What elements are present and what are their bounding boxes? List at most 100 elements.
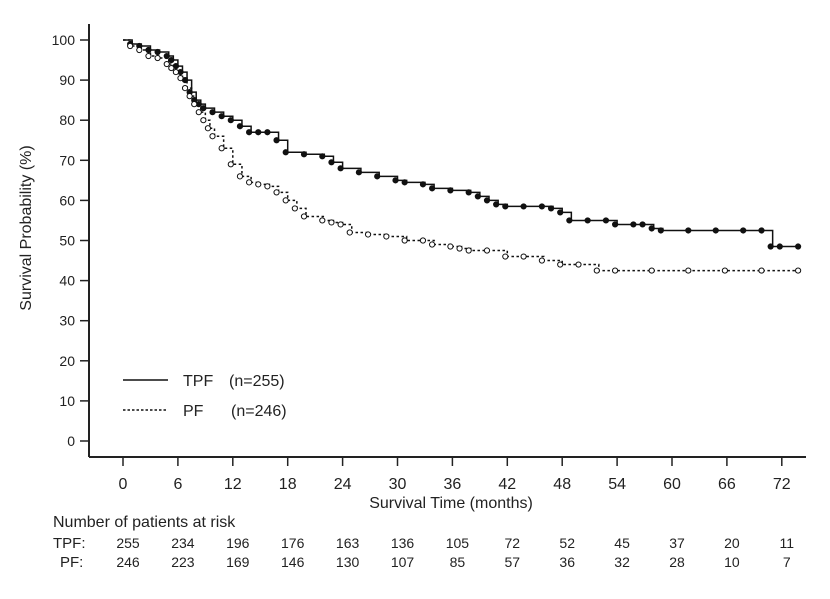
y-tick-label: 90 [59, 72, 75, 88]
risk-value: 72 [505, 535, 521, 551]
censor-mark-tpf [639, 221, 646, 228]
x-tick-label: 36 [444, 476, 462, 493]
censor-mark-pf [319, 217, 326, 224]
risk-row-label: PF: [60, 554, 83, 571]
censor-mark-pf [200, 117, 207, 124]
risk-value: 136 [391, 535, 415, 551]
censor-mark-tpf [502, 203, 509, 210]
y-tick-label: 60 [59, 192, 75, 208]
censor-mark-tpf [795, 243, 802, 250]
censor-mark-pf [300, 213, 308, 220]
censor-mark-pf [538, 257, 546, 264]
censor-mark-tpf [246, 129, 253, 136]
risk-value: 255 [116, 535, 140, 551]
axes [88, 24, 806, 458]
legend-label-pf: PF [183, 403, 204, 420]
censor-mark-tpf [392, 177, 399, 184]
censor-mark-pf [127, 42, 134, 50]
x-axis-ticks: 0 6 12 18 24 30 36 42 48 54 60 66 72 [119, 457, 791, 493]
y-tick-label: 0 [67, 433, 75, 449]
x-tick-label: 54 [608, 476, 626, 493]
censor-mark-pf [264, 183, 271, 190]
risk-value: 52 [559, 535, 575, 551]
censor-mark-tpf [200, 105, 207, 112]
censor-mark-pf [575, 261, 582, 268]
censor-mark-pf [483, 247, 491, 254]
censor-mark-pf [685, 267, 692, 274]
y-axis-title: Survival Probability (%) [18, 145, 35, 310]
censor-mark-tpf [547, 205, 555, 212]
censor-mark-pf [593, 267, 600, 274]
censor-mark-tpf [227, 117, 234, 124]
risk-table: Number of patients at risk TPF: 255 234 196… [53, 514, 794, 571]
censor-mark-pf [209, 133, 216, 140]
censor-mark-tpf [685, 227, 692, 234]
censor-mark-tpf [566, 217, 573, 224]
risk-value: 45 [614, 535, 630, 551]
censor-mark-tpf [740, 227, 747, 234]
censor-mark-pf [456, 245, 463, 252]
censor-mark-tpf [419, 181, 427, 188]
x-tick-label: 48 [553, 476, 571, 493]
censor-mark-tpf [474, 193, 481, 200]
censor-mark-pf [195, 109, 202, 116]
censor-mark-pf [172, 68, 179, 76]
censor-mark-pf [177, 74, 184, 82]
risk-value: 105 [446, 535, 470, 551]
risk-value: 169 [226, 554, 250, 570]
censor-mark-tpf [209, 109, 216, 116]
censor-mark-tpf [273, 137, 280, 144]
risk-value: 36 [559, 554, 575, 570]
censor-mark-pf [163, 60, 170, 68]
censor-mark-tpf [648, 225, 655, 232]
censor-mark-tpf [602, 217, 610, 224]
x-tick-label: 66 [718, 476, 736, 493]
series-layer [123, 39, 802, 274]
risk-value: 130 [336, 554, 360, 570]
censor-mark-pf [227, 161, 234, 168]
legend: TPF (n=255) PF (n=246) [123, 373, 287, 420]
censor-mark-tpf [557, 209, 564, 216]
censor-mark-tpf [767, 243, 774, 250]
y-tick-label: 50 [59, 233, 75, 249]
y-tick-label: 80 [59, 112, 75, 128]
x-axis-title: Survival Time (months) [369, 495, 533, 512]
y-tick-label: 20 [59, 353, 75, 369]
censor-mark-pf [557, 261, 564, 268]
censor-mark-pf [136, 46, 143, 54]
risk-value: 246 [116, 554, 140, 570]
risk-value: 37 [669, 535, 685, 551]
y-tick-label: 10 [59, 393, 75, 409]
censor-mark-pf [204, 125, 212, 132]
risk-value: 107 [391, 554, 415, 570]
censor-mark-pf [181, 85, 189, 92]
risk-value: 176 [281, 535, 305, 551]
risk-table-title: Number of patients at risk [53, 514, 236, 531]
censor-mark-pf [419, 237, 427, 244]
censor-mark-tpf [538, 203, 546, 210]
censor-mark-tpf [758, 227, 765, 234]
series-line-tpf [123, 39, 801, 248]
censor-mark-tpf [493, 201, 500, 208]
legend-n-tpf: (n=255) [229, 373, 285, 390]
censor-mark-tpf [483, 197, 491, 204]
censor-mark-tpf [712, 227, 719, 234]
x-tick-label: 42 [498, 476, 516, 493]
censor-mark-pf [383, 233, 390, 240]
risk-value: 234 [171, 535, 195, 551]
censor-mark-pf [465, 247, 472, 254]
risk-value: 11 [780, 535, 795, 551]
x-tick-label: 0 [119, 476, 128, 493]
censor-mark-pf [328, 219, 335, 226]
censor-mark-pf [721, 267, 729, 274]
y-tick-label: 30 [59, 313, 75, 329]
risk-value: 28 [669, 554, 685, 570]
censor-mark-tpf [264, 129, 271, 136]
risk-value: 85 [450, 554, 466, 570]
y-tick-label: 40 [59, 273, 75, 289]
risk-value: 163 [336, 535, 360, 551]
risk-value: 32 [614, 554, 630, 570]
censor-mark-tpf [630, 221, 637, 228]
censor-mark-pf [502, 253, 509, 260]
censor-mark-pf [246, 179, 253, 186]
